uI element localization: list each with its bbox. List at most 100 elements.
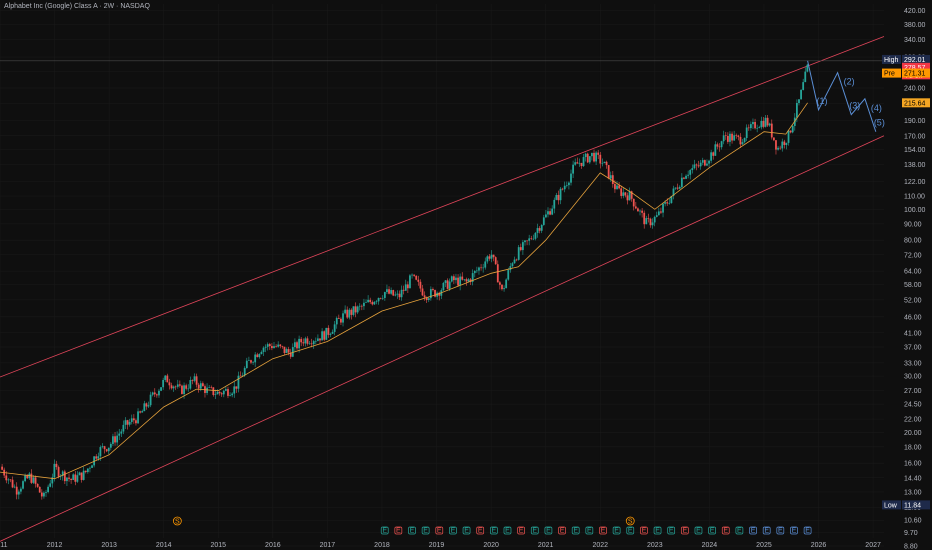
candle-body (363, 302, 365, 307)
earnings-marker[interactable] (394, 526, 403, 535)
candle-body (478, 267, 480, 271)
event-markers[interactable]: S SE E E E E E E E E E E E E E E E E E E E E E E E E E E E E E E E (172, 516, 812, 535)
price-axis[interactable]: 420.00380.00340.00300.00270.00240.00215.… (904, 8, 926, 550)
earnings-marker[interactable] (694, 526, 703, 535)
earnings-marker[interactable] (667, 526, 676, 535)
earnings-marker[interactable] (517, 526, 525, 535)
low-tag-label-box (882, 500, 901, 510)
y-tick-label: 80.00 (904, 238, 922, 245)
earnings-marker[interactable] (408, 526, 416, 535)
candle-body (277, 344, 280, 347)
earnings-marker[interactable] (476, 526, 485, 535)
candle-body (664, 202, 667, 204)
candle-body (614, 184, 616, 190)
candle-body (662, 203, 664, 213)
candle-body (78, 472, 81, 476)
candle-body (655, 215, 658, 217)
time-axis[interactable]: 2011 2012 2013 2014 2015 2016 2017 2018 2019 2020… (0, 542, 881, 549)
candle-body (99, 447, 102, 457)
candle-body (394, 294, 397, 296)
earnings-marker[interactable] (462, 526, 471, 535)
earnings-marker[interactable] (530, 526, 539, 535)
elliott-wave-projection[interactable]: (1) (2) (3) (4) (5) (807, 60, 885, 132)
earnings-marker[interactable] (626, 526, 635, 535)
earnings-marker[interactable] (790, 526, 798, 535)
candle-body (68, 477, 70, 479)
candle-body (653, 216, 656, 223)
candle-body (95, 456, 98, 459)
candle-body (210, 387, 213, 388)
earnings-marker[interactable] (544, 526, 553, 535)
y-tick-label: 100.00 (904, 207, 926, 214)
candle-body (492, 254, 495, 258)
candle-body (262, 347, 265, 352)
candle-body (775, 140, 777, 150)
earnings-marker[interactable] (435, 526, 444, 535)
candle-body (283, 346, 286, 353)
earnings-marker[interactable] (380, 526, 389, 535)
x-tick-label: 2013 (101, 542, 117, 549)
candle-body (427, 298, 430, 301)
earnings-marker[interactable] (762, 526, 771, 535)
earnings-marker[interactable] (735, 526, 744, 535)
earnings-marker[interactable] (776, 526, 785, 535)
candle-body (549, 211, 551, 215)
earnings-marker-label: E (410, 528, 415, 535)
candle-body (195, 376, 198, 385)
earnings-marker[interactable] (503, 526, 512, 535)
candle-body (593, 152, 595, 162)
earnings-marker[interactable] (599, 526, 607, 535)
candle-body (542, 217, 545, 225)
candle-body (82, 470, 85, 480)
candle-body (783, 141, 786, 146)
candle-body (233, 386, 236, 394)
earnings-marker-label: E (437, 528, 442, 535)
candle-body (795, 103, 798, 118)
candle-body (442, 282, 445, 291)
y-tick-label: 27.00 (904, 388, 922, 395)
candle-body (137, 411, 139, 424)
candle-body (413, 274, 416, 276)
candle-body (381, 297, 384, 299)
channel-upper-line[interactable] (0, 36, 885, 378)
earnings-marker-label: E (696, 528, 701, 535)
earnings-marker-label: E (710, 528, 715, 535)
earnings-marker[interactable] (421, 526, 430, 535)
earnings-marker[interactable] (640, 526, 648, 535)
projection-path[interactable] (807, 60, 877, 132)
candle-body (486, 256, 489, 262)
earnings-marker[interactable] (585, 526, 594, 535)
earnings-marker[interactable] (571, 526, 580, 535)
earnings-marker-label: E (573, 528, 578, 535)
last-price-tag-box (902, 62, 930, 72)
split-marker[interactable] (172, 516, 182, 526)
earnings-marker[interactable] (653, 526, 662, 535)
earnings-marker[interactable] (749, 526, 757, 535)
candle-body (141, 411, 144, 413)
earnings-marker[interactable] (489, 526, 498, 535)
candle-body (250, 360, 252, 363)
candle-body (760, 120, 763, 128)
channel-lower-line[interactable] (0, 135, 885, 542)
candle-body (281, 346, 284, 347)
earnings-marker[interactable] (708, 526, 716, 535)
earnings-marker[interactable] (680, 526, 689, 535)
candle-body (17, 491, 20, 495)
candle-body (735, 135, 738, 136)
trend-channel[interactable] (0, 36, 885, 542)
candle-body (310, 343, 313, 345)
earnings-marker[interactable] (612, 526, 621, 535)
earnings-marker[interactable] (721, 526, 730, 535)
candle-body (733, 135, 736, 141)
candle-body (409, 275, 411, 289)
x-tick-label: 2012 (47, 542, 63, 549)
candle-body (172, 386, 175, 389)
earnings-marker[interactable] (449, 526, 457, 535)
x-tick-label: 2025 (756, 542, 772, 549)
candle-body (624, 192, 627, 196)
earnings-marker[interactable] (558, 526, 566, 535)
earnings-marker[interactable] (803, 526, 812, 535)
split-marker[interactable] (625, 516, 635, 526)
candle-body (76, 475, 79, 482)
